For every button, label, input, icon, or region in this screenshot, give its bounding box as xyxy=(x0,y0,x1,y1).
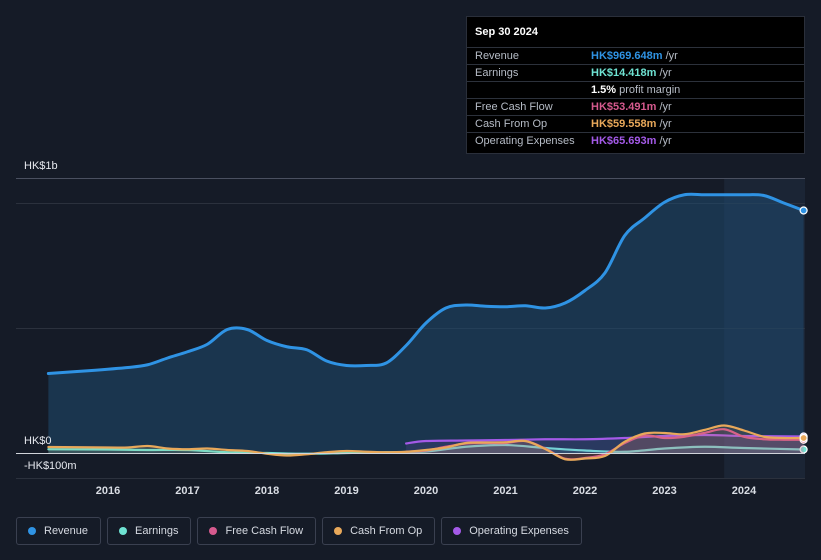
x-tick-2019: 2019 xyxy=(334,485,359,497)
x-tick-2023: 2023 xyxy=(652,485,677,497)
tooltip-row-value: HK$53.491m /yr xyxy=(591,101,672,113)
legend-dot-icon xyxy=(209,527,218,535)
operating-expenses-area xyxy=(406,435,804,453)
tooltip-row: Revenue HK$969.648m /yr xyxy=(467,47,804,65)
tooltip-row-label: Free Cash Flow xyxy=(475,101,553,113)
tooltip-row: Free Cash Flow HK$53.491m /yr xyxy=(467,98,804,116)
x-tick-2021: 2021 xyxy=(493,485,518,497)
data-tooltip: Sep 30 2024 Revenue HK$969.648m /yr Earnin… xyxy=(466,16,805,154)
tooltip-row-value: HK$59.558m /yr xyxy=(591,118,672,130)
tooltip-row-label: Earnings xyxy=(475,67,519,79)
operating-expenses-line xyxy=(405,433,805,445)
legend-item-revenue[interactable]: Revenue xyxy=(16,517,102,545)
legend: Revenue Earnings Free Cash Flow Cash From O… xyxy=(16,517,582,545)
y-label-top: HK$1b xyxy=(24,160,58,172)
legend-item-operating-expenses[interactable]: Operating Expenses xyxy=(441,517,582,545)
tooltip-row-value: HK$14.418m /yr xyxy=(591,67,672,79)
y-label-zero: HK$0 xyxy=(24,435,52,447)
revenue-end-marker xyxy=(799,206,808,215)
legend-dot-icon xyxy=(28,527,36,535)
legend-dot-icon xyxy=(119,527,128,535)
tooltip-row-value: HK$65.693m /yr xyxy=(591,135,672,147)
tooltip-row-value: 1.5% profit margin xyxy=(591,84,681,96)
x-tick-2020: 2020 xyxy=(413,485,439,497)
legend-label: Free Cash Flow xyxy=(225,525,304,537)
tooltip-row-label: Revenue xyxy=(475,50,520,62)
legend-item-free-cash-flow[interactable]: Free Cash Flow xyxy=(197,517,317,545)
legend-label: Cash From Op xyxy=(350,525,423,537)
x-tick-2022: 2022 xyxy=(572,485,598,497)
tooltip-date: Sep 30 2024 xyxy=(475,26,538,38)
tooltip-row-value: HK$969.648m /yr xyxy=(591,50,678,62)
tooltip-row-label: Operating Expenses xyxy=(475,135,575,147)
legend-dot-icon xyxy=(453,527,462,535)
x-tick-2016: 2016 xyxy=(95,485,121,497)
tooltip-row-label: Cash From Op xyxy=(475,118,548,130)
tooltip-row: Operating Expenses HK$65.693m /yr xyxy=(467,132,804,150)
x-tick-2018: 2018 xyxy=(254,485,280,497)
x-tick-2017: 2017 xyxy=(175,485,200,497)
legend-item-cash-from-op[interactable]: Cash From Op xyxy=(322,517,436,545)
legend-label: Revenue xyxy=(44,525,89,537)
free-cash-flow-area xyxy=(406,429,804,460)
revenue-line xyxy=(46,192,806,375)
legend-dot-icon xyxy=(334,527,343,535)
cash-from-op-line xyxy=(47,424,805,461)
tooltip-row: 1.5% profit margin xyxy=(467,81,804,99)
x-tick-2024: 2024 xyxy=(731,485,757,497)
legend-item-earnings[interactable]: Earnings xyxy=(107,517,192,545)
y-label-neg: -HK$100m xyxy=(24,460,77,472)
tooltip-row: Earnings HK$14.418m /yr xyxy=(467,64,804,82)
cash-from-op-end-marker xyxy=(799,433,808,443)
legend-label: Operating Expenses xyxy=(469,525,569,537)
legend-label: Earnings xyxy=(135,525,179,537)
tooltip-row: Cash From Op HK$59.558m /yr xyxy=(467,115,804,133)
